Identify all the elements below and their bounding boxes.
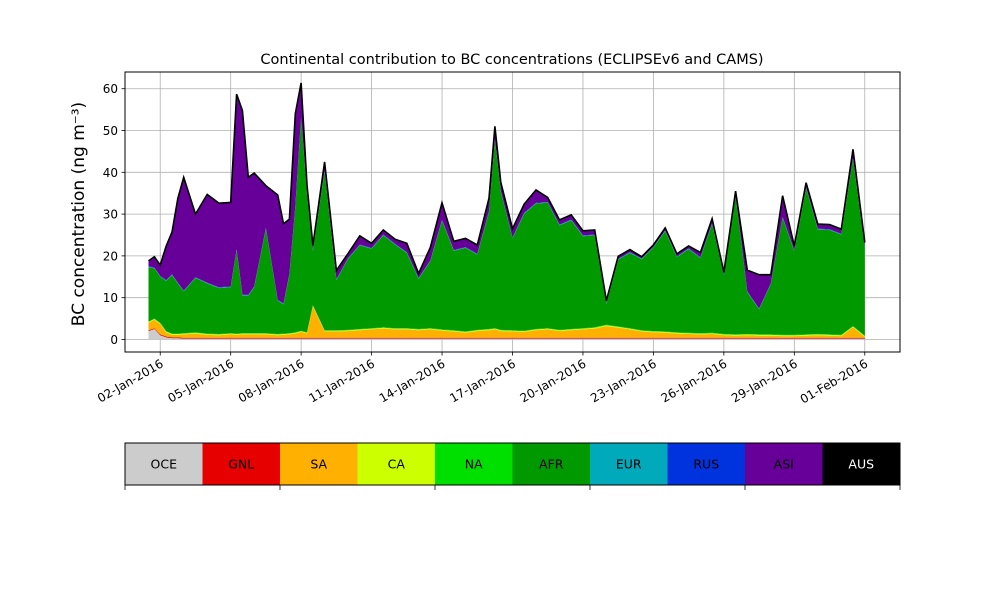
legend-swatch-sa — [280, 443, 358, 485]
legend-frame — [124, 442, 901, 486]
legend-label: EUR — [616, 457, 642, 472]
x-axis: 02-Jan-2016 05-Jan-2016 08-Jan-2016 11-Jan-… — [95, 352, 870, 406]
legend-swatch-na — [435, 443, 513, 485]
x-tick-label: 01-Feb-2016 — [798, 356, 871, 406]
y-tick-label: 60 — [103, 82, 118, 96]
legend-label: OCE — [151, 457, 178, 472]
legend-swatch-rus — [667, 443, 746, 485]
legend-label: SA — [310, 457, 327, 472]
legend-swatch-gnl — [202, 443, 281, 485]
legend-label: NA — [465, 457, 483, 472]
x-tick-label: 05-Jan-2016 — [165, 356, 236, 405]
x-tick-label: 11-Jan-2016 — [306, 356, 377, 405]
y-tick-label: 0 — [110, 333, 118, 347]
legend-label: ASI — [774, 457, 794, 472]
area-ca — [148, 305, 865, 337]
stacked-areas — [148, 82, 865, 340]
legend-swatch-afr — [512, 443, 591, 485]
legend-swatch-aus — [822, 443, 901, 485]
x-tick-label: 02-Jan-2016 — [95, 356, 166, 405]
legend-swatch-oce — [125, 443, 203, 485]
y-tick-label: 50 — [103, 124, 118, 138]
x-tick-label: 17-Jan-2016 — [447, 356, 518, 405]
total-line-path — [148, 82, 866, 301]
colorbar-legend: OCE GNL SA CA NA AFR EUR RUS ASI AUS — [124, 442, 901, 490]
legend-label: RUS — [693, 457, 719, 472]
area-asi — [148, 83, 865, 309]
chart-title: Continental contribution to BC concentra… — [260, 52, 763, 68]
y-tick-label: 40 — [103, 166, 118, 180]
legend-swatch-ca — [357, 443, 436, 485]
legend-label: AUS — [848, 457, 874, 472]
total-line — [148, 82, 866, 301]
x-tick-label: 26-Jan-2016 — [659, 356, 730, 405]
legend-label: GNL — [228, 457, 254, 472]
x-tick-label: 14-Jan-2016 — [377, 356, 448, 405]
x-tick-label: 20-Jan-2016 — [518, 356, 589, 405]
y-tick-label: 10 — [103, 291, 118, 305]
x-tick-label: 29-Jan-2016 — [729, 356, 800, 405]
legend-label: AFR — [539, 457, 564, 472]
legend-label: CA — [388, 457, 406, 472]
x-tick-label: 08-Jan-2016 — [236, 356, 307, 405]
legend-swatch-asi — [745, 443, 823, 485]
y-tick-label: 30 — [103, 208, 118, 222]
y-axis: 0 10 20 30 40 50 60 — [103, 82, 125, 347]
y-axis-label: BC concentration (ng m⁻³) — [69, 102, 89, 326]
legend-swatch-eur — [590, 443, 668, 485]
x-tick-label: 23-Jan-2016 — [588, 356, 659, 405]
y-tick-label: 20 — [103, 249, 118, 263]
area-sa — [148, 306, 865, 338]
area-afr — [148, 117, 865, 336]
